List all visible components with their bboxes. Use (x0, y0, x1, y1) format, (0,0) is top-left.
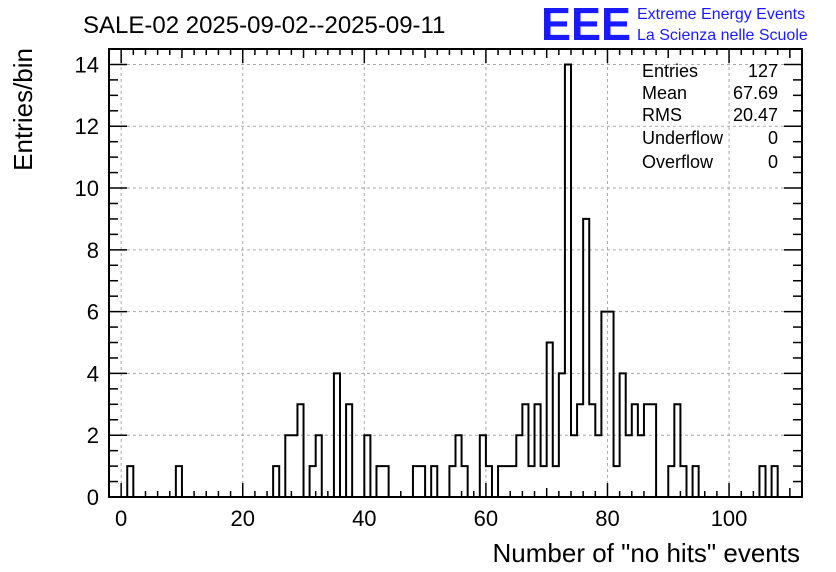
org-name-line1: Extreme Energy Events (637, 6, 805, 23)
chart-title: SALE-02 2025-09-02--2025-09-11 (83, 12, 445, 39)
stats-overflow-value: 0 (768, 152, 778, 172)
y-tick-label: 4 (87, 361, 99, 386)
y-tick-label: 12 (75, 114, 99, 139)
x-tick-label: 20 (230, 506, 254, 531)
plot-frame (108, 48, 803, 498)
x-tick-labels: 0 20 40 60 80 100 (115, 506, 747, 531)
x-axis-label: Number of "no hits" events (493, 538, 801, 568)
stats-mean-value: 67.69 (733, 83, 778, 103)
stats-mean-label: Mean (642, 83, 687, 103)
x-tick-label: 60 (474, 506, 498, 531)
stats-underflow-label: Underflow (642, 128, 724, 148)
stats-box: Entries 127 Mean 67.69 RMS 20.47 Underfl… (642, 61, 778, 172)
org-name-line2: La Scienza nelle Scuole (637, 27, 808, 44)
histogram-outline (121, 63, 802, 498)
y-tick-labels: 0 2 4 6 8 10 12 14 (75, 52, 99, 510)
y-tick-label: 0 (87, 485, 99, 510)
x-tick-label: 80 (595, 506, 619, 531)
x-tick-label: 100 (711, 506, 748, 531)
x-tick-label: 0 (115, 506, 127, 531)
stats-underflow-value: 0 (768, 128, 778, 148)
y-tick-label: 8 (87, 238, 99, 263)
y-tick-label: 2 (87, 423, 99, 448)
y-axis-label: Entries/bin (8, 48, 38, 171)
y-tick-label: 10 (75, 176, 99, 201)
x-tick-label: 40 (352, 506, 376, 531)
stats-overflow-label: Overflow (642, 152, 714, 172)
axis-ticks (109, 49, 802, 498)
stats-rms-value: 20.47 (733, 105, 778, 125)
stats-entries-label: Entries (642, 61, 698, 81)
eee-logo: EEE (541, 0, 631, 50)
y-tick-label: 14 (75, 52, 99, 77)
stats-entries-value: 127 (748, 61, 778, 81)
y-tick-label: 6 (87, 300, 99, 325)
stats-rms-label: RMS (642, 105, 682, 125)
